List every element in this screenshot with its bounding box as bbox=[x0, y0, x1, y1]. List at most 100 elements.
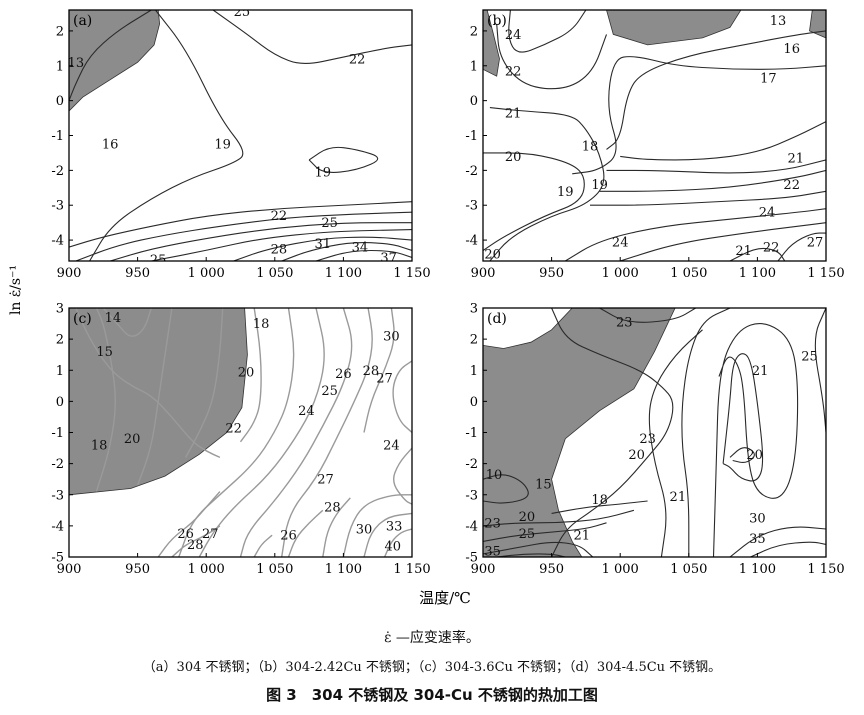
y-tick-label: 2 bbox=[470, 333, 478, 348]
x-tick-label: 1 000 bbox=[602, 266, 639, 281]
contour-label: 20 bbox=[124, 432, 141, 447]
contour-label: 31 bbox=[315, 237, 332, 252]
contour-label: 20 bbox=[746, 448, 763, 463]
contour-label: 16 bbox=[102, 138, 119, 153]
contour-label: 26 bbox=[335, 367, 352, 382]
contour-line bbox=[383, 528, 412, 557]
contour-line bbox=[308, 146, 379, 173]
x-tick-label: 900 bbox=[57, 266, 82, 281]
contour-label: 22 bbox=[349, 52, 366, 67]
contour-label: 28 bbox=[271, 242, 288, 257]
x-tick-label: 1 050 bbox=[256, 562, 293, 577]
contour-label: 20 bbox=[505, 150, 522, 165]
x-tick-label: 1 000 bbox=[188, 266, 225, 281]
panel-label: (c) bbox=[73, 311, 92, 327]
contour-line bbox=[565, 208, 826, 261]
contour-label: 24 bbox=[505, 28, 522, 43]
y-tick-label: 0 bbox=[56, 395, 64, 410]
contour-line bbox=[363, 308, 395, 433]
contour-line bbox=[572, 56, 826, 175]
contour-line bbox=[212, 10, 412, 64]
contour-line bbox=[75, 308, 221, 459]
contour-line bbox=[151, 229, 412, 261]
contour-label: 18 bbox=[582, 139, 599, 154]
contour-label: 35 bbox=[749, 532, 766, 547]
figure-caption-title: 图 3 304 不锈钢及 304-Cu 不锈钢的热加工图 bbox=[266, 686, 598, 704]
y-tick-label: -3 bbox=[465, 488, 478, 503]
panel-a: 25 22 13 16 19 19 22 25 28 31 34 37 25 (a) 900 950 1 000… bbox=[51, 5, 431, 281]
instability-region bbox=[483, 308, 676, 557]
y-tick-label: -4 bbox=[51, 519, 64, 534]
x-tick-label: 1 050 bbox=[670, 562, 707, 577]
contour-label: 18 bbox=[253, 317, 270, 332]
contour-label: 20 bbox=[484, 248, 501, 263]
contour-label: 25 bbox=[234, 5, 251, 20]
x-tick-label: 1 150 bbox=[807, 562, 844, 577]
instability-region bbox=[606, 10, 742, 46]
contour-label: 19 bbox=[557, 185, 574, 200]
y-tick-label: 1 bbox=[470, 364, 478, 379]
contour-line bbox=[184, 308, 224, 458]
contour-label: 21 bbox=[574, 529, 591, 544]
contour-line bbox=[239, 308, 353, 557]
contour-label: 10 bbox=[486, 468, 503, 483]
contour-label: 21 bbox=[735, 244, 752, 259]
contour-label: 35 bbox=[484, 544, 501, 559]
contour-line bbox=[233, 236, 412, 261]
contour-line bbox=[750, 541, 826, 557]
y-tick-label: -3 bbox=[51, 199, 64, 214]
contour-label: 23 bbox=[484, 516, 501, 531]
y-tick-label: 0 bbox=[470, 94, 478, 109]
y-tick-label: -5 bbox=[51, 551, 64, 566]
contour-label: 21 bbox=[670, 490, 687, 505]
contour-line bbox=[712, 323, 799, 557]
contour-line bbox=[814, 308, 826, 433]
contour-line bbox=[95, 308, 116, 492]
y-tick-label: -3 bbox=[465, 199, 478, 214]
y-tick-label: 1 bbox=[56, 59, 64, 74]
contour-line bbox=[551, 308, 674, 557]
contour-line bbox=[551, 500, 648, 514]
x-tick-label: 900 bbox=[471, 562, 496, 577]
contour-label: 18 bbox=[591, 493, 608, 508]
contour-line bbox=[102, 308, 152, 337]
contour-label: 26 bbox=[177, 527, 194, 542]
contour-line bbox=[508, 10, 587, 53]
x-tick-label: 950 bbox=[539, 562, 564, 577]
y-tick-label: -1 bbox=[51, 426, 64, 441]
x-tick-label: 950 bbox=[125, 562, 150, 577]
x-tick-label: 1 100 bbox=[325, 266, 362, 281]
contour-label: 30 bbox=[383, 330, 400, 345]
y-tick-label: -4 bbox=[465, 519, 478, 534]
contour-label: 18 bbox=[91, 438, 108, 453]
contour-line bbox=[69, 201, 412, 248]
contour-label: 23 bbox=[616, 316, 633, 331]
contour-line bbox=[681, 308, 731, 557]
contour-label: 27 bbox=[202, 527, 219, 542]
panel-label: (d) bbox=[487, 311, 507, 327]
x-axis-title: 温度/℃ bbox=[419, 589, 471, 607]
x-tick-label: 900 bbox=[471, 266, 496, 281]
contour-label: 27 bbox=[807, 235, 824, 250]
y-tick-label: 0 bbox=[56, 94, 64, 109]
y-tick-label: 3 bbox=[56, 302, 64, 317]
contour-line bbox=[315, 249, 412, 261]
caption-subpanels: （a）304 不锈钢；（b）304-2.42Cu 不锈钢；（c）304-3.6C… bbox=[142, 660, 722, 675]
contour-label: 19 bbox=[214, 138, 231, 153]
contour-label: 17 bbox=[760, 71, 777, 86]
instability-region bbox=[483, 10, 500, 77]
contour-line bbox=[729, 526, 826, 557]
contour-label: 30 bbox=[356, 522, 373, 537]
contour-line bbox=[620, 121, 826, 161]
contour-line bbox=[599, 169, 826, 192]
contour-label: 22 bbox=[763, 241, 780, 256]
contour-line bbox=[287, 509, 324, 557]
contour-label: 24 bbox=[759, 206, 776, 221]
y-tick-label: -2 bbox=[465, 164, 478, 179]
contour-label: 13 bbox=[770, 14, 787, 29]
x-tick-label: 1 150 bbox=[807, 266, 844, 281]
contour-line bbox=[342, 494, 412, 557]
